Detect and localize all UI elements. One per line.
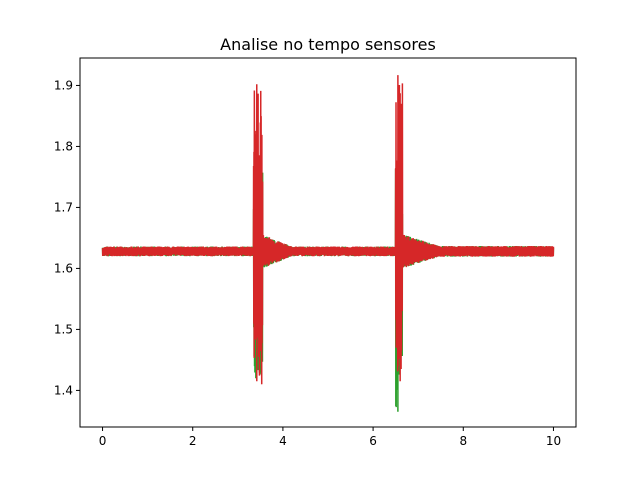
x-tick-label: 4 xyxy=(279,434,287,448)
x-tick-label: 2 xyxy=(189,434,197,448)
chart-title: Analise no tempo sensores xyxy=(220,35,436,54)
y-axis: 1.4 1.5 1.6 1.7 1.8 1.9 xyxy=(54,78,80,397)
x-axis: 0 2 4 6 8 10 xyxy=(99,427,561,448)
y-tick-label: 1.8 xyxy=(54,139,73,153)
y-tick-label: 1.6 xyxy=(54,261,73,275)
series-layer xyxy=(101,75,555,412)
x-tick-label: 8 xyxy=(459,434,467,448)
plot-frame xyxy=(79,57,577,428)
series-line-2 xyxy=(101,75,555,385)
y-tick-label: 1.4 xyxy=(54,383,73,397)
y-tick-label: 1.5 xyxy=(54,322,73,336)
y-tick-label: 1.7 xyxy=(54,200,73,214)
x-tick-label: 0 xyxy=(99,434,107,448)
y-tick-label: 1.9 xyxy=(54,78,73,92)
x-tick-label: 10 xyxy=(546,434,561,448)
x-tick-label: 6 xyxy=(369,434,377,448)
